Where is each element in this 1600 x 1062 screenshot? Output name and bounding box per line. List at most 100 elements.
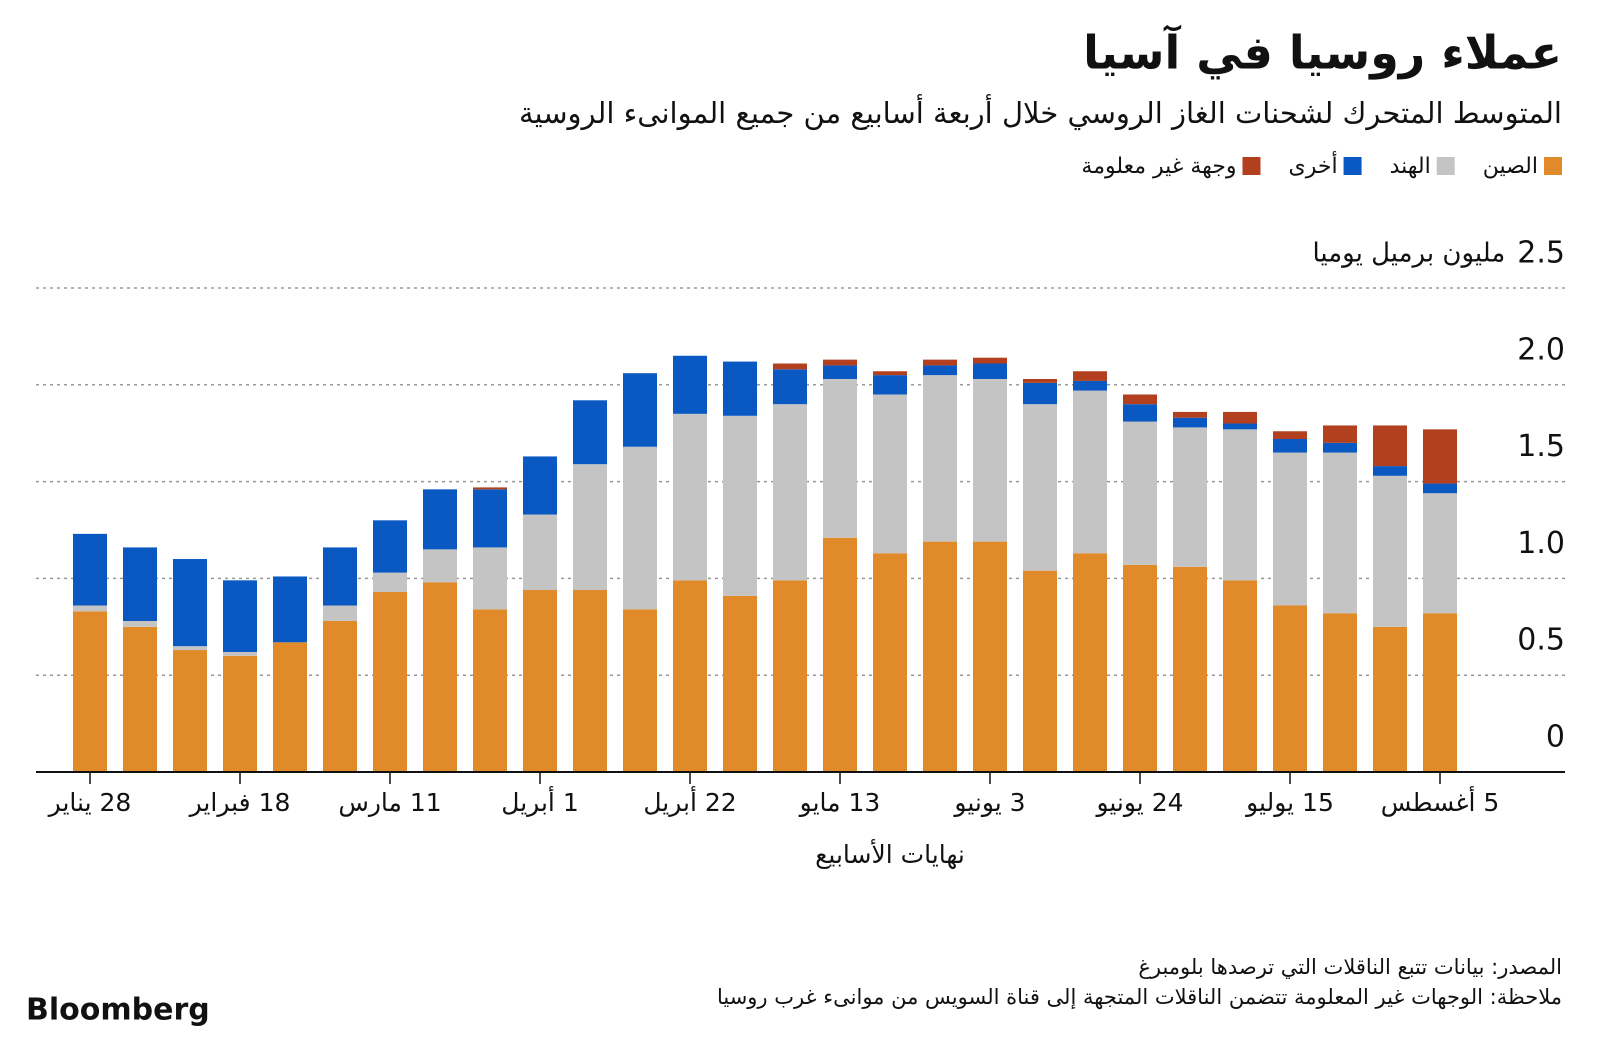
bar-segment [1173,566,1207,772]
bar-segment [1273,431,1307,440]
bar-segment [1373,425,1407,467]
bar-segment [523,456,557,515]
bar-segment [573,464,607,591]
bar-segment [423,549,457,583]
y-tick-label: 0 [1546,720,1565,755]
bar-segment [173,559,207,647]
bar-segment [823,378,857,538]
bar-segment [1173,411,1207,418]
bar-segment [73,611,107,772]
bar-segment [473,547,507,610]
bar-segment [173,650,207,772]
bar-segment [1273,605,1307,772]
bar-segment [73,605,107,612]
bar-segment [673,355,707,414]
bar-segment [523,590,557,772]
bar-segment [73,533,107,606]
bar-segment [1123,394,1157,405]
legend-label: الصين [1483,154,1538,179]
bar-segment [1073,390,1107,554]
x-axis-label: نهايات الأسابيع [815,838,965,870]
bar-segment [373,520,407,573]
legend-label: الهند [1390,154,1431,179]
bar-segment [173,646,207,651]
bar-segment [1023,382,1057,405]
bar-segment [223,580,257,652]
y-tick-label: 2.0 [1517,332,1565,367]
bar-segment [1373,626,1407,772]
bar-segment [823,365,857,379]
y-axis-label: مليون برميل يوميا [1312,239,1505,269]
bar-segment [923,365,957,376]
bar-segment [1323,613,1357,772]
bar-segment [1023,404,1057,571]
bar-segment [323,547,357,606]
x-tick-label: 28 يناير [47,788,132,817]
bar-segment [1023,570,1057,772]
note: ملاحظة: الوجهات غير المعلومة تتضمن الناق… [717,985,1562,1010]
bar-segment [773,363,807,370]
bar-segment [1273,439,1307,453]
bar-segment [1223,429,1257,581]
x-tick-label: 15 يوليو [1244,788,1334,817]
bar-segment [1073,380,1107,391]
y-tick-label: 2.5 [1517,236,1565,271]
bar-segment [473,489,507,548]
bar-segment [323,605,357,621]
bar-segment [123,626,157,772]
x-tick-label: 1 أبريل [501,785,578,817]
bar-segment [1423,429,1457,484]
bar-segment [923,359,957,366]
bar-segment [1173,417,1207,428]
bar-segment [773,580,807,772]
x-tick-label: 5 أغسطس [1381,785,1500,817]
bar-segment [323,620,357,772]
bar-segment [723,595,757,772]
chart-subtitle: المتوسط المتحرك لشحنات الغاز الروسي خلال… [519,93,1562,131]
legend-swatch [1544,157,1562,175]
chart-title: عملاء روسيا في آسيا [1083,25,1562,80]
y-tick-label: 0.5 [1517,623,1565,658]
x-tick-label: 24 يونيو [1094,788,1183,817]
bar-segment [273,576,307,643]
bar-segment [773,369,807,405]
x-tick-label: 11 مارس [338,788,441,817]
x-tick-label: 13 مايو [798,788,881,817]
bar-segment [1223,423,1257,430]
bar-segment [1123,421,1157,565]
bar-segment [123,547,157,621]
bar-segment [923,541,957,772]
source: المصدر: بيانات تتبع الناقلات التي ترصدها… [1138,955,1562,979]
bar-segment [823,537,857,772]
bar-segment [373,572,407,592]
bar-segment [873,375,907,395]
legend-label: أخرى [1288,151,1337,179]
bar-segment [1073,371,1107,381]
logo: Bloomberg [26,993,210,1028]
bar-segment [1223,411,1257,424]
x-tick-label: 18 فبراير [188,788,291,817]
bar-segment [1073,553,1107,772]
bar-segment [973,541,1007,772]
bar-segment [823,359,857,366]
bar-segment [123,620,157,627]
y-tick-label: 1.5 [1517,429,1565,464]
bar-segment [973,378,1007,542]
bar-segment [923,375,957,542]
bar-segment [623,446,657,610]
bar-segment [723,361,757,416]
bar-segment [1173,427,1207,567]
bar-segment [873,371,907,376]
bar-segment [973,363,1007,379]
bar-segment [673,580,707,772]
bar-segment [373,591,407,772]
bar-segment [1123,564,1157,772]
bar-segment [873,553,907,772]
bar-segment [473,609,507,772]
legend-swatch [1343,157,1362,175]
bar-segment [573,590,607,772]
bar-segment [723,415,757,596]
bar-segment [873,394,907,554]
